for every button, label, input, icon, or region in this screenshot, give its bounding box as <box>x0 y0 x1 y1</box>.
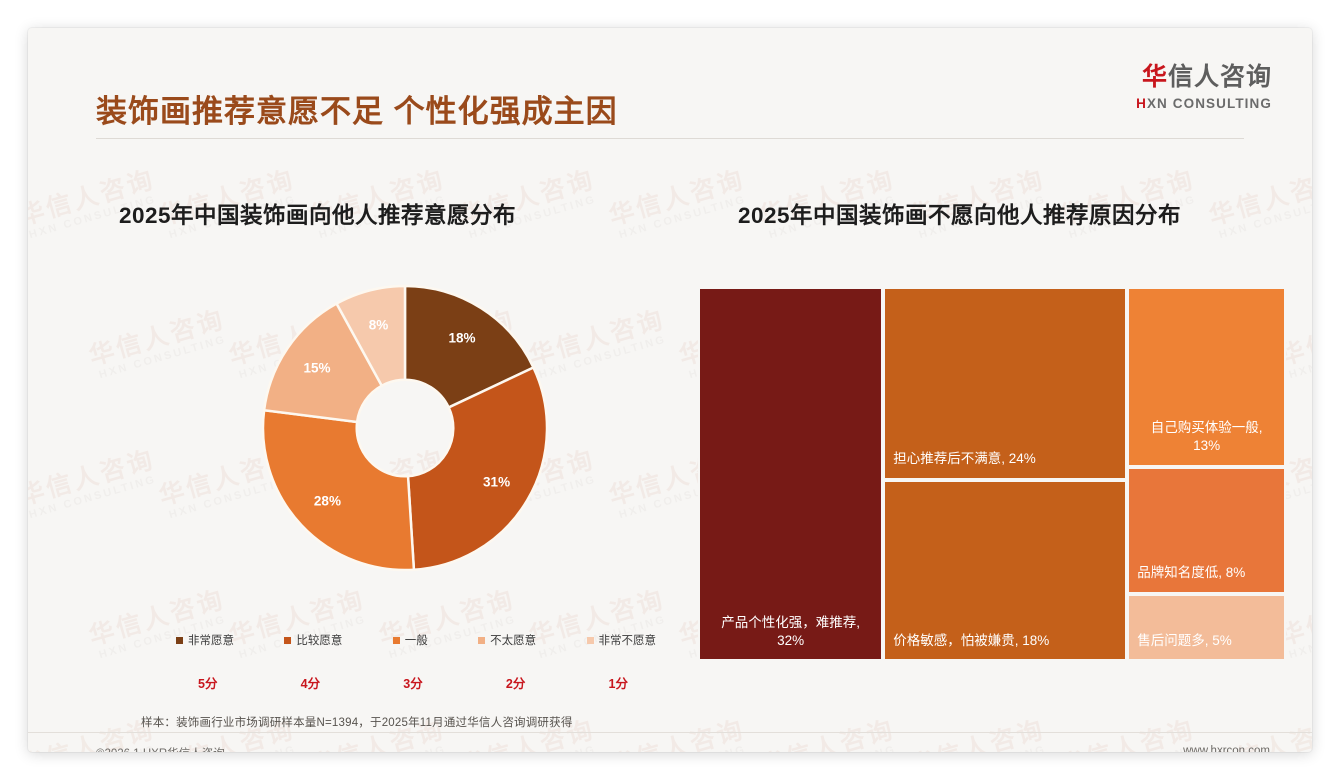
logo-cn-accent-char: 华 <box>1141 63 1168 91</box>
treemap-tile-label: 自己购买体验一般, 13% <box>1150 420 1263 454</box>
legend-item[interactable]: 非常不愿意 <box>586 632 657 648</box>
donut-slice[interactable] <box>261 408 416 572</box>
treemap-tile[interactable]: 担心推荐后不满意, 24% <box>883 287 1128 480</box>
donut-chart-legend: 非常愿意 比较愿意 一般 不太愿意 非常不愿意 <box>176 632 656 648</box>
page-title: 装饰画推荐意愿不足 个性化强成主因 <box>96 94 618 129</box>
treemap-tile[interactable]: 品牌知名度低, 8% <box>1127 466 1286 594</box>
score-label: 2分 <box>505 677 526 691</box>
legend-item-label: 不太愿意 <box>490 635 537 647</box>
score-scale-row: 5分 4分 3分 2分 1分 <box>176 673 656 692</box>
donut-slice-label: 31% <box>483 475 510 490</box>
donut-slice[interactable] <box>406 365 549 572</box>
legend-item[interactable]: 不太愿意 <box>478 632 536 648</box>
donut-chart: 18% 31% 28% 15% 8% <box>260 283 550 573</box>
donut-chart-svg: 18% 31% 28% 15% 8% <box>261 284 549 572</box>
slide-footer: ©2026.1 HXR华信人咨询 www.hxrcon.com <box>28 733 1312 752</box>
legend-item[interactable]: 比较愿意 <box>284 632 342 648</box>
footer-divider <box>28 732 1312 733</box>
treemap-tile-label: 担心推荐后不满意, 24% <box>893 451 1036 467</box>
donut-slice[interactable] <box>334 284 407 388</box>
logo-english-text: HXN CONSULTING <box>1136 96 1272 111</box>
left-chart-title: 2025年中国装饰画向他人推荐意愿分布 <box>119 203 517 228</box>
logo-en-accent-char: H <box>1136 95 1147 111</box>
treemap-tile[interactable]: 售后问题多, 5% <box>1127 593 1286 661</box>
legend-swatch-icon <box>176 636 183 644</box>
treemap-tile-label: 产品个性化强，难推荐, 32% <box>721 614 860 648</box>
legend-swatch-icon <box>392 636 400 644</box>
logo-en-rest: XN CONSULTING <box>1146 95 1272 111</box>
donut-slice-label: 18% <box>448 331 475 346</box>
legend-swatch-icon <box>586 636 594 644</box>
donut-slice-label: 8% <box>369 317 389 332</box>
right-chart-title: 2025年中国装饰画不愿向他人推荐原因分布 <box>738 203 1182 228</box>
score-label: 5分 <box>198 677 218 691</box>
logo-chinese-text: 华信人咨询 <box>1136 63 1272 92</box>
treemap-tile-label: 价格敏感，怕被嫌贵, 18% <box>893 632 1050 648</box>
donut-slice-label: 15% <box>303 361 330 376</box>
score-label: 1分 <box>608 677 628 691</box>
logo-cn-rest: 信人咨询 <box>1167 63 1272 91</box>
treemap-tile[interactable]: 价格敏感，怕被嫌贵, 18% <box>883 479 1128 661</box>
sample-note: 样本：装饰画行业市场调研样本量N=1394，于2025年11月通过华信人咨询调研… <box>141 717 573 729</box>
treemap-chart: 产品个性化强，难推荐, 32% 担心推荐后不满意, 24% 价格敏感，怕被嫌贵, 1… <box>698 287 1286 661</box>
footer-copyright: ©2026.1 HXR华信人咨询 <box>96 745 225 752</box>
legend-swatch-icon <box>478 636 486 644</box>
legend-item[interactable]: 一般 <box>392 632 428 648</box>
legend-item-label: 非常愿意 <box>188 635 234 647</box>
score-label: 3分 <box>403 677 423 691</box>
legend-item-label: 一般 <box>404 635 428 647</box>
treemap-tile-label: 品牌知名度低, 8% <box>1137 565 1246 581</box>
score-label: 4分 <box>300 677 321 691</box>
legend-swatch-icon <box>284 636 292 644</box>
legend-item[interactable]: 非常愿意 <box>176 632 234 648</box>
slide-canvas: 华信人咨询 HXN CONSULTING 华信人咨询 HXN CONSULTING 华信… <box>28 28 1312 752</box>
footer-website: www.hxrcon.com <box>1183 745 1270 752</box>
treemap-tile[interactable]: 自己购买体验一般, 13% <box>1127 287 1286 467</box>
slide-header: 装饰画推荐意愿不足 个性化强成主因 华信人咨询 HXN CONSULTING <box>28 28 1312 139</box>
header-divider <box>96 138 1244 139</box>
treemap-tile-label: 售后问题多, 5% <box>1137 632 1232 648</box>
legend-item-label: 比较愿意 <box>296 635 343 647</box>
treemap-tile[interactable]: 产品个性化强，难推荐, 32% <box>698 287 884 661</box>
company-logo: 华信人咨询 HXN CONSULTING <box>1136 63 1272 111</box>
donut-slice[interactable] <box>403 284 536 410</box>
legend-item-label: 非常不愿意 <box>598 635 657 647</box>
donut-slice-label: 28% <box>314 493 341 508</box>
